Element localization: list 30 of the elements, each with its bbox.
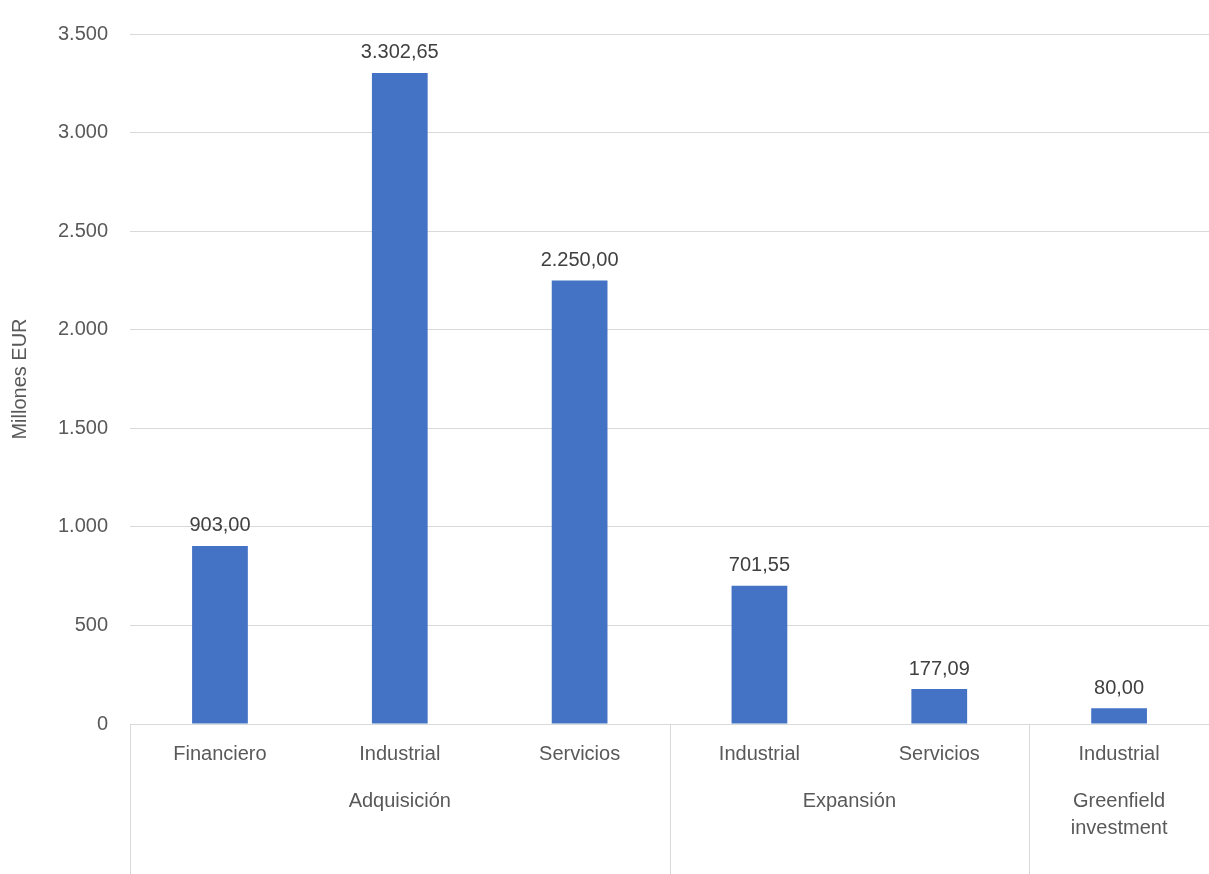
bar bbox=[731, 585, 788, 724]
y-tick-label: 2.000 bbox=[57, 317, 109, 340]
bar bbox=[192, 545, 248, 724]
x-tick-label: Industrial bbox=[718, 741, 801, 764]
bar bbox=[911, 689, 968, 724]
text: Greenfield investment bbox=[1070, 788, 1168, 838]
y-tick-label: 2.500 bbox=[57, 218, 109, 241]
text: Expansión bbox=[802, 788, 897, 811]
text: Adquisición bbox=[348, 788, 451, 811]
data-label: 80,00 bbox=[1094, 675, 1145, 698]
y-tick-label: 1.500 bbox=[57, 415, 109, 438]
data-label: 3.302,65 bbox=[360, 40, 439, 63]
x-tick-label: Industrial bbox=[359, 741, 441, 764]
data-label: 701,55 bbox=[728, 553, 791, 576]
y-tick-label: 3.500 bbox=[57, 21, 109, 44]
y-tick-label: 3.000 bbox=[57, 120, 109, 143]
y-tick-label: 1.000 bbox=[57, 514, 109, 537]
data-label: 177,09 bbox=[908, 656, 970, 679]
x-tick-label: Servicios bbox=[539, 741, 621, 764]
y-tick-label: 0 bbox=[96, 711, 109, 734]
y-tick-label: 500 bbox=[74, 612, 109, 635]
bar bbox=[371, 72, 428, 724]
x-tick-label: Servicios bbox=[898, 741, 980, 764]
bar bbox=[1091, 708, 1147, 724]
y-axis-title: Millones EUR bbox=[7, 318, 30, 440]
data-label: 2.250,00 bbox=[540, 247, 619, 270]
bar bbox=[551, 280, 608, 724]
data-label: 903,00 bbox=[189, 513, 251, 536]
x-tick-label: Industrial bbox=[1078, 741, 1160, 764]
x-tick-label: Financiero bbox=[173, 741, 267, 764]
